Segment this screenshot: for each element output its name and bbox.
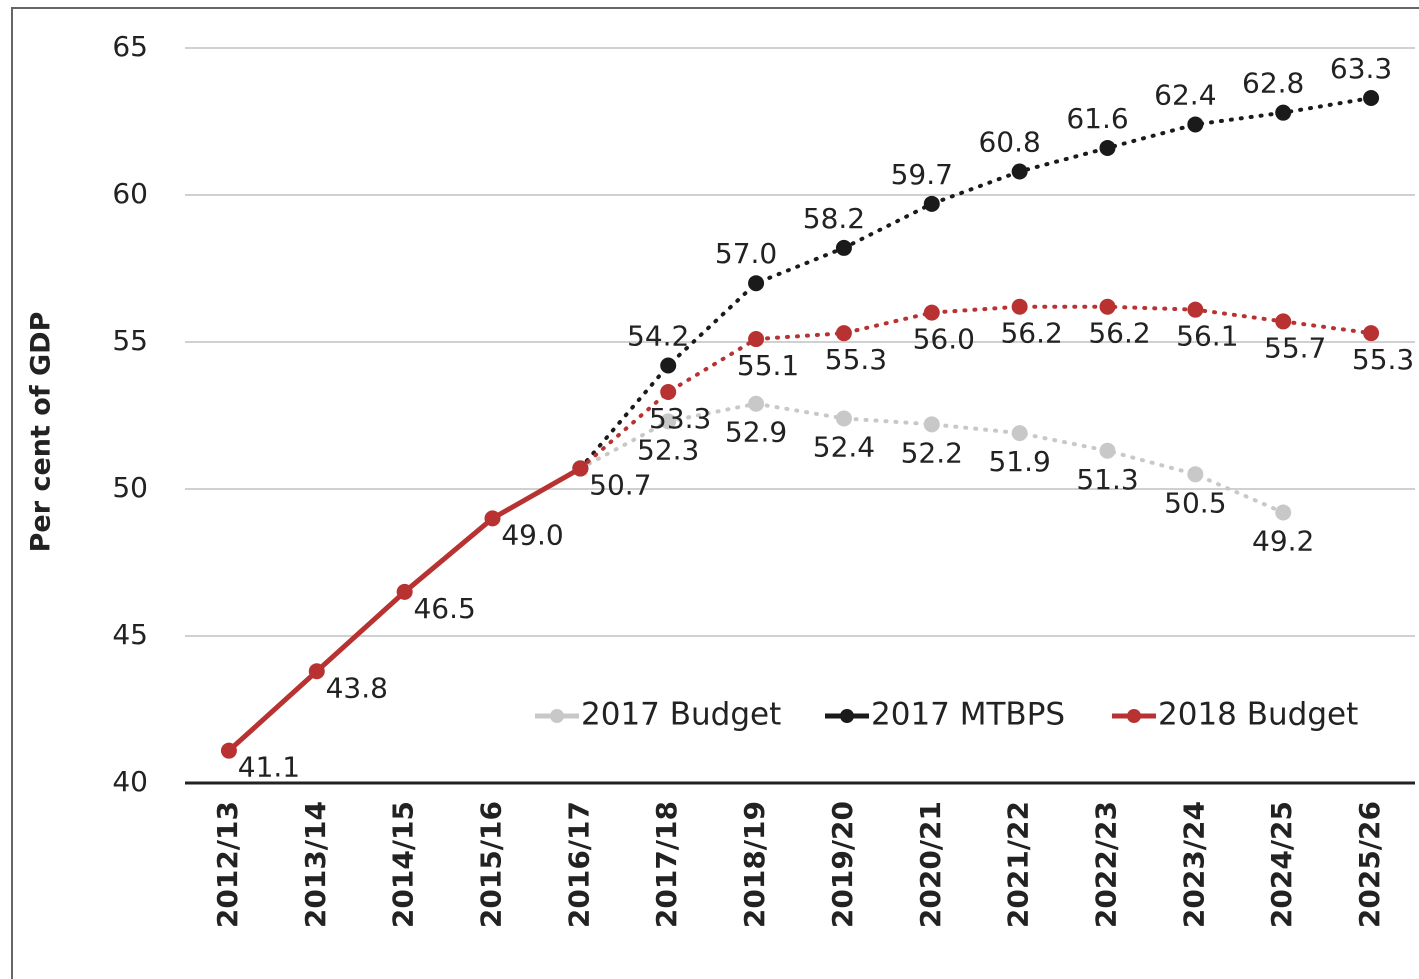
data-point [835,239,852,256]
y-axis-label: Per cent of GDP [26,312,57,553]
data-point [396,583,413,600]
frame [11,7,1419,979]
data-point [572,460,589,477]
data-label: 41.1 [238,751,300,784]
x-tick-label: 2025/26 [1353,801,1386,928]
x-tick-label: 2020/21 [914,801,947,928]
data-point [1187,116,1204,133]
x-tick-label: 2023/24 [1177,801,1210,928]
data-label: 58.2 [803,202,865,235]
data-label: 57.0 [715,237,777,270]
data-label: 59.7 [891,158,953,191]
data-label: 54.2 [627,320,689,353]
x-tick-label: 2012/13 [211,801,244,928]
data-point [748,275,765,292]
data-point [308,663,325,680]
data-label: 56.0 [913,323,975,356]
data-label: 62.8 [1242,67,1304,100]
series-line [578,95,1374,471]
series-line [578,401,1286,515]
legend-label: 2017 Budget [581,697,781,733]
data-point [1363,89,1380,106]
data-point [1363,325,1380,342]
data-label: 51.3 [1076,463,1138,496]
x-tick-label: 2017/18 [650,801,683,928]
x-tick-label: 2014/15 [387,801,420,928]
y-tick-label: 40 [112,765,148,798]
data-point [1187,466,1204,483]
y-tick-label: 45 [112,618,148,651]
x-tick-label: 2019/20 [826,801,859,928]
y-tick-label: 55 [112,324,148,357]
data-point [1099,139,1116,156]
x-tick-label: 2018/19 [738,801,771,928]
data-label: 62.4 [1154,78,1216,111]
legend-label: 2017 MTBPS [871,697,1065,733]
data-point [923,195,940,212]
data-label: 63.3 [1330,52,1392,85]
x-tick-label: 2013/14 [299,801,332,928]
data-label: 55.3 [1352,343,1414,376]
data-point [660,413,677,430]
data-point [1275,104,1292,121]
data-label: 43.8 [326,671,388,704]
data-point [1011,425,1028,442]
data-point [923,304,940,321]
data-point [835,410,852,427]
data-label: 52.3 [637,433,699,466]
data-label: 50.7 [589,468,651,501]
series-line [578,304,1374,471]
data-point [1011,298,1028,315]
x-tick-label: 2016/17 [562,801,595,928]
data-label: 56.2 [1000,317,1062,350]
data-point [1187,301,1204,318]
series-line-solid [226,465,583,754]
data-label: 53.3 [649,402,711,435]
legend-label: 2018 Budget [1158,697,1358,733]
data-label: 52.4 [813,430,875,463]
data-label: 61.6 [1066,102,1128,135]
data-point [748,331,765,348]
data-label: 55.3 [825,343,887,376]
y-tick-label: 50 [112,471,148,504]
data-label: 46.5 [413,592,475,625]
x-tick-label: 2021/22 [1002,801,1035,928]
x-tick-label: 2024/25 [1265,801,1298,928]
data-label: 49.0 [501,518,563,551]
data-label: 52.2 [901,436,963,469]
data-label: 52.9 [725,416,787,449]
legend-swatch-dot [840,709,854,723]
data-point [660,357,677,374]
legend-swatch-dot [1127,709,1141,723]
data-point [1275,504,1292,521]
data-point [660,383,677,400]
data-label: 60.8 [978,125,1040,158]
legend-swatch-dot [550,709,564,723]
data-label: 55.1 [737,349,799,382]
data-point [923,416,940,433]
data-point [1275,313,1292,330]
data-point [1011,163,1028,180]
x-tick-label: 2015/16 [475,801,508,928]
data-label: 49.2 [1252,525,1314,558]
data-point [484,510,501,527]
x-tick-label: 2022/23 [1090,801,1123,928]
data-label: 51.9 [988,445,1050,478]
data-point [220,742,237,759]
data-point [1099,442,1116,459]
data-point [835,325,852,342]
data-label: 56.1 [1176,320,1238,353]
data-point [1099,298,1116,315]
y-tick-label: 65 [112,30,148,63]
y-tick-label: 60 [112,177,148,210]
data-label: 55.7 [1264,331,1326,364]
data-label: 50.5 [1164,486,1226,519]
data-point [748,395,765,412]
data-label: 56.2 [1088,317,1150,350]
